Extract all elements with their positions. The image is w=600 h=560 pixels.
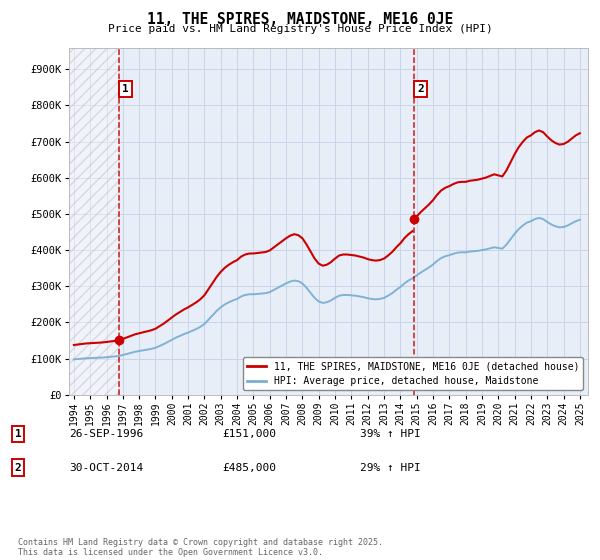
Text: 30-OCT-2014: 30-OCT-2014 [69,463,143,473]
Text: Price paid vs. HM Land Registry's House Price Index (HPI): Price paid vs. HM Land Registry's House … [107,24,493,34]
Text: 39% ↑ HPI: 39% ↑ HPI [360,429,421,439]
Text: 26-SEP-1996: 26-SEP-1996 [69,429,143,439]
Text: 1: 1 [14,429,22,439]
Bar [69,48,119,395]
Text: 11, THE SPIRES, MAIDSTONE, ME16 0JE: 11, THE SPIRES, MAIDSTONE, ME16 0JE [147,12,453,27]
Text: £151,000: £151,000 [222,429,276,439]
Text: 29% ↑ HPI: 29% ↑ HPI [360,463,421,473]
Text: £485,000: £485,000 [222,463,276,473]
Text: Contains HM Land Registry data © Crown copyright and database right 2025.
This d: Contains HM Land Registry data © Crown c… [18,538,383,557]
Text: 2: 2 [417,84,424,94]
Text: 1: 1 [122,84,128,94]
Text: 2: 2 [14,463,22,473]
Legend: 11, THE SPIRES, MAIDSTONE, ME16 0JE (detached house), HPI: Average price, detach: 11, THE SPIRES, MAIDSTONE, ME16 0JE (det… [242,357,583,390]
